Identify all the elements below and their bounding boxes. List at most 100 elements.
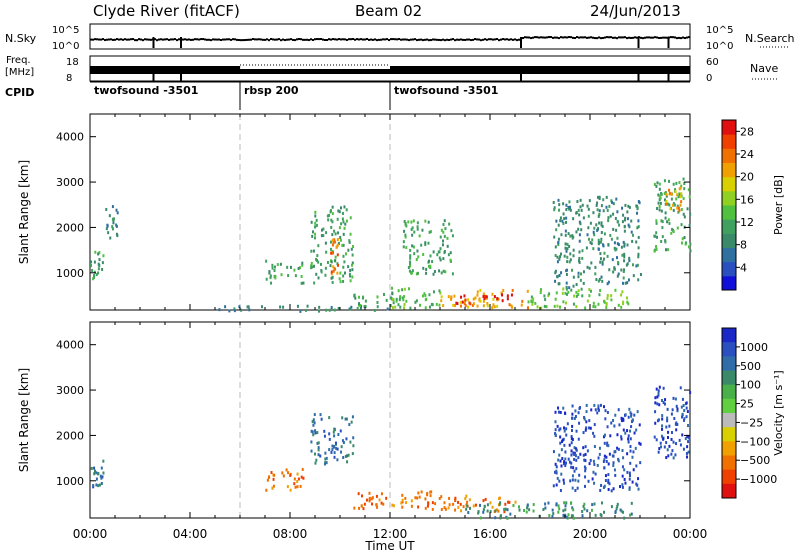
scatter-cell <box>559 305 562 309</box>
scatter-cell <box>564 233 567 237</box>
scatter-cell <box>564 242 567 246</box>
scatter-cell <box>518 508 521 512</box>
scatter-cell <box>351 253 354 257</box>
freq-point <box>410 66 413 74</box>
freq-point <box>616 66 619 74</box>
scatter-cell <box>620 509 623 513</box>
nsky-point <box>492 38 495 41</box>
scatter-cell <box>668 191 671 195</box>
scatter-cell <box>297 267 300 271</box>
scatter-cell <box>623 218 626 222</box>
scatter-cell <box>660 434 663 438</box>
scatter-cell <box>332 445 335 449</box>
scatter-cell <box>568 200 571 204</box>
nsky-point <box>158 38 161 41</box>
freq-point <box>142 66 145 74</box>
scatter-cell <box>389 304 392 308</box>
scatter-cell <box>629 411 632 415</box>
scatter-cell <box>604 409 607 413</box>
y-axis-label: Slant Range [km] <box>17 160 31 264</box>
nsky-point <box>276 38 279 41</box>
scatter-cell <box>409 248 412 252</box>
scatter-cell <box>683 236 686 240</box>
freq-point <box>650 66 653 74</box>
freq-point <box>664 66 667 74</box>
scatter-cell <box>632 450 635 454</box>
scatter-cell <box>349 274 352 278</box>
x-axis-label: Time UT <box>364 539 415 553</box>
scatter-cell <box>382 502 385 506</box>
nsky-point <box>378 38 381 41</box>
scatter-cell <box>656 419 659 423</box>
scatter-cell <box>661 424 664 428</box>
scatter-cell <box>93 466 96 470</box>
nsky-point <box>564 36 567 39</box>
scatter-cell <box>571 506 574 510</box>
scatter-cell <box>671 203 674 207</box>
colorbar-cell <box>722 120 736 135</box>
scatter-cell <box>678 181 681 185</box>
scatter-cell <box>592 470 595 474</box>
scatter-cell <box>629 437 632 441</box>
nsky-point <box>652 36 655 39</box>
scatter-cell <box>495 508 498 512</box>
colorbar-cell <box>722 483 736 499</box>
colorbar-cell <box>722 162 736 178</box>
scatter-cell <box>401 296 404 300</box>
scatter-cell <box>676 407 679 411</box>
nsky-point <box>256 38 259 41</box>
scatter-cell <box>555 291 558 295</box>
scatter-cell <box>442 269 445 273</box>
scatter-cell <box>557 406 560 410</box>
scatter-cell <box>624 281 627 285</box>
scatter-cell <box>425 271 428 275</box>
scatter-cell <box>449 258 452 262</box>
scatter-cell <box>594 472 597 476</box>
nsky-point <box>364 38 367 41</box>
scatter-cell <box>401 288 404 292</box>
nsky-point <box>338 38 341 41</box>
nsky-point <box>550 36 553 39</box>
scatter-cell <box>319 413 322 417</box>
nsky-point <box>616 37 619 40</box>
scatter-cell <box>656 181 659 185</box>
scatter-cell <box>682 447 685 451</box>
scatter-cell <box>605 459 608 463</box>
scatter-cell <box>306 304 309 308</box>
scatter-cell <box>626 452 629 456</box>
nsearch-tick-top: 10^5 <box>706 25 733 36</box>
scatter-cell <box>661 427 664 431</box>
scatter-cell <box>489 510 492 514</box>
nsky-point <box>534 36 537 39</box>
scatter-cell <box>443 219 446 223</box>
nsky-point <box>96 38 99 41</box>
colorbar-frame <box>721 119 737 291</box>
scatter-cell <box>616 505 619 509</box>
scatter-cell <box>565 203 568 207</box>
scatter-cell <box>566 242 569 246</box>
scatter-cell <box>564 450 567 454</box>
scatter-cell <box>429 264 432 268</box>
freq-point <box>502 66 505 74</box>
scatter-cell <box>357 492 360 496</box>
freq-point <box>156 66 159 74</box>
scatter-cell <box>586 509 589 513</box>
scatter-cell <box>565 287 568 291</box>
scatter-cell <box>98 251 101 255</box>
scatter-cell <box>565 272 568 276</box>
scatter-cell <box>342 254 345 258</box>
scatter-cell <box>398 298 401 302</box>
scatter-cell <box>544 297 547 301</box>
nsky-point <box>558 37 561 40</box>
scatter-cell <box>621 290 624 294</box>
scatter-cell <box>683 417 686 421</box>
scatter-cell <box>411 269 414 273</box>
scatter-cell <box>337 263 340 267</box>
scatter-cell <box>621 253 624 257</box>
freq-tick-bottom: 8 <box>66 73 72 84</box>
freq-point <box>94 66 97 74</box>
scatter-cell <box>334 428 337 432</box>
freq-point <box>216 66 219 74</box>
scatter-cell <box>586 299 589 303</box>
colorbar-cell <box>722 427 736 442</box>
